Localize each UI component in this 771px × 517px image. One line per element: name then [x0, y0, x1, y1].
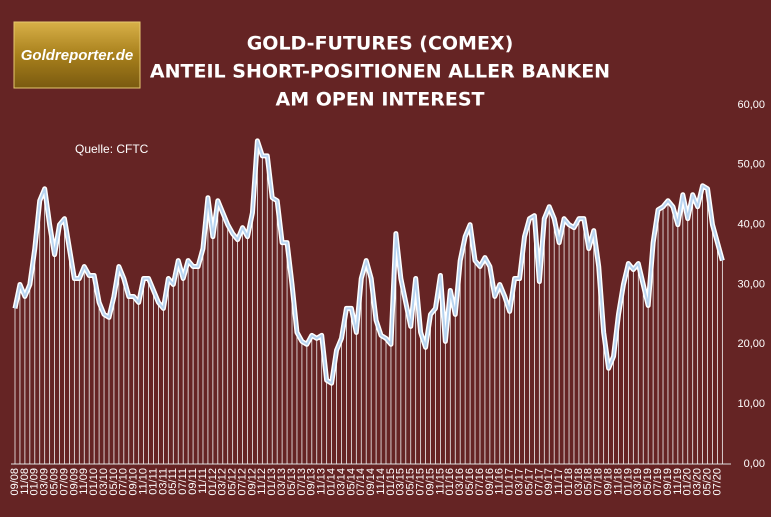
x-tick-label: 01/09 [29, 468, 41, 496]
x-tick-label: 03/09 [39, 468, 51, 496]
x-tick-label: 03/11 [157, 468, 169, 495]
x-tick-label: 09/13 [306, 468, 318, 496]
line [14, 139, 724, 385]
x-tick-label: 11/18 [612, 468, 624, 495]
x-tick-label: 03/10 [98, 468, 110, 496]
x-tick-label: 11/16 [494, 468, 506, 495]
chart-title: ANTEIL SHORT-POSITIONEN ALLER BANKEN [150, 61, 610, 83]
x-tick-label: 07/19 [652, 468, 664, 496]
x-tick-label: 07/17 [533, 468, 545, 496]
x-tick-label: 01/20 [682, 468, 694, 496]
x-tick-label: 07/15 [415, 468, 427, 496]
x-tick-label: 05/11 [167, 468, 179, 495]
x-tick-label: 09/09 [68, 468, 80, 496]
x-tick-label: 01/11 [147, 468, 159, 495]
x-tick-label: 09/17 [543, 468, 555, 496]
x-tick-label: 11/08 [19, 468, 31, 495]
x-tick-label: 09/19 [662, 468, 674, 496]
x-tick-label: 11/12 [256, 468, 268, 495]
x-tick-label: 07/11 [177, 468, 189, 495]
x-tick-label: 07/18 [593, 468, 605, 496]
chart-title: GOLD-FUTURES (COMEX) [247, 33, 514, 55]
x-tick-label: 09/18 [603, 468, 615, 496]
x-tick-label: 05/17 [523, 468, 535, 496]
x-tick-label: 01/10 [88, 468, 100, 496]
x-tick-label: 09/12 [246, 468, 258, 496]
x-tick-label: 05/19 [642, 468, 654, 496]
x-tick-label: 11/13 [316, 468, 328, 495]
x-tick-label: 01/18 [563, 468, 575, 496]
y-tick-label: 40,00 [737, 219, 765, 231]
x-tick-label: 01/14 [325, 468, 337, 496]
x-tick-label: 05/10 [108, 468, 120, 496]
x-tick-label: 07/09 [58, 468, 70, 496]
chart-title: AM OPEN INTEREST [276, 89, 485, 111]
x-tick-label: 03/16 [454, 468, 466, 496]
x-tick-label: 11/14 [375, 468, 387, 495]
x-tick-label: 09/14 [365, 468, 377, 496]
x-tick-label: 09/08 [9, 468, 21, 496]
x-tick-label: 01/13 [266, 468, 278, 496]
x-tick-label: 03/18 [573, 468, 585, 496]
y-tick-label: 10,00 [737, 398, 765, 410]
x-tick-label: 05/18 [583, 468, 595, 496]
y-tick-label: 0,00 [744, 458, 765, 470]
x-tick-label: 03/20 [692, 468, 704, 496]
x-tick-label: 07/20 [711, 468, 723, 496]
x-tick-label: 11/09 [78, 468, 90, 495]
x-tick-label: 05/16 [464, 468, 476, 496]
x-tick-label: 03/15 [395, 468, 407, 496]
x-tick-label: 03/19 [632, 468, 644, 496]
x-tick-label: 07/13 [296, 468, 308, 496]
logo-box [13, 21, 141, 89]
x-tick-label: 07/14 [355, 468, 367, 496]
x-tick-label: 01/16 [444, 468, 456, 496]
annotation: Quelle: CFTC [75, 142, 149, 156]
x-tick-label: 11/11 [197, 468, 209, 494]
x-tick-label: 03/17 [513, 468, 525, 496]
x-tick-label: 07/12 [236, 468, 248, 496]
x-tick-label: 05/20 [701, 468, 713, 496]
x-tick-label: 05/09 [48, 468, 60, 496]
x-tick-label: 05/12 [227, 468, 239, 496]
x-tick-label: 01/15 [385, 468, 397, 496]
x-tick-label: 11/10 [138, 468, 150, 495]
x-tick-label: 07/16 [474, 468, 486, 496]
x-tick-label: 03/12 [217, 468, 229, 496]
x-tick-label: 01/12 [207, 468, 219, 496]
x-tick-label: 11/15 [434, 468, 446, 495]
x-tick-label: 05/15 [405, 468, 417, 496]
x-tick-label: 01/19 [622, 468, 634, 496]
y-tick-label: 30,00 [737, 278, 765, 290]
x-tick-label: 11/17 [553, 468, 565, 495]
x-tick-label: 03/13 [276, 468, 288, 496]
y-tick-label: 50,00 [737, 159, 765, 171]
x-tick-label: 05/14 [345, 468, 357, 496]
y-tick-label: 20,00 [737, 338, 765, 350]
x-tick-label: 05/13 [286, 468, 298, 496]
x-tick-label: 09/11 [187, 468, 199, 495]
x-tick-label: 09/10 [128, 468, 140, 496]
x-tick-label: 07/10 [118, 468, 130, 496]
x-tick-label: 03/14 [335, 468, 347, 496]
x-tick-label: 09/16 [484, 468, 496, 496]
y-tick-label: 60,00 [737, 99, 765, 111]
x-tick-label: 11/19 [672, 468, 684, 495]
x-tick-label: 01/17 [504, 468, 516, 496]
x-tick-label: 09/15 [424, 468, 436, 496]
logo: Goldreporter.de [21, 47, 134, 64]
